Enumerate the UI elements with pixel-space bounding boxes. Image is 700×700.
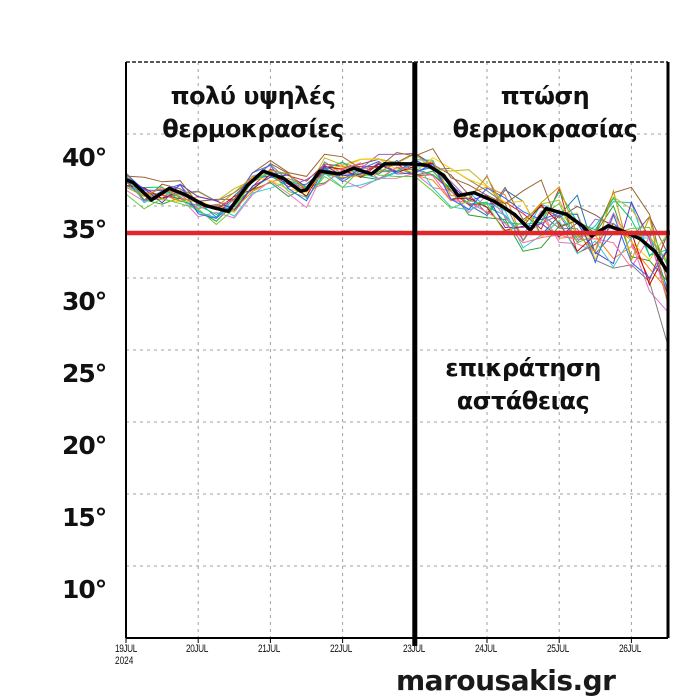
y-tick-label-30: 30° xyxy=(62,287,107,316)
ensemble-member-line xyxy=(125,162,668,303)
y-tick-label-40: 40° xyxy=(62,143,107,172)
annotation-line: πολύ υψηλές xyxy=(170,82,336,110)
y-tick-label-20: 20° xyxy=(62,431,107,460)
x-tick-label: 21JUL xyxy=(258,643,280,655)
annotation-line: πτώση xyxy=(500,82,590,110)
watermark: marousakis.gr xyxy=(396,664,616,697)
x-tick-label: 19JUL xyxy=(115,643,137,655)
x-tick-label: 20JUL xyxy=(186,643,208,655)
annotation-very-high-temperatures: πολύ υψηλές θερμοκρασίες xyxy=(138,80,368,146)
plot-area xyxy=(126,62,668,638)
annotation-line: θερμοκρασίες xyxy=(162,115,344,143)
annotation-line: θερμοκρασίας xyxy=(452,115,638,143)
x-tick-label: 23JUL xyxy=(403,643,425,655)
y-tick-label-10: 10° xyxy=(62,575,107,604)
x-tick-label: 26JUL xyxy=(619,643,641,655)
ensemble-member-line xyxy=(125,160,668,279)
annotation-line: επικράτηση xyxy=(445,354,601,382)
x-year-label: 2024 xyxy=(115,655,134,667)
ensemble-member-line xyxy=(125,160,668,268)
annotation-instability: επικράτηση αστάθειας xyxy=(418,352,628,418)
y-tick-label-35: 35° xyxy=(62,215,107,244)
ensemble-member-line xyxy=(125,168,668,267)
x-tick-label: 25JUL xyxy=(547,643,569,655)
annotation-line: αστάθειας xyxy=(456,387,590,415)
y-tick-label-25: 25° xyxy=(62,359,107,388)
x-tick-label: 22JUL xyxy=(330,643,352,655)
ensemble-member-line xyxy=(125,169,668,312)
annotation-temperature-drop: πτώση θερμοκρασίας xyxy=(430,80,660,146)
y-tick-label-15: 15° xyxy=(62,503,107,532)
x-tick-label: 24JUL xyxy=(475,643,497,655)
